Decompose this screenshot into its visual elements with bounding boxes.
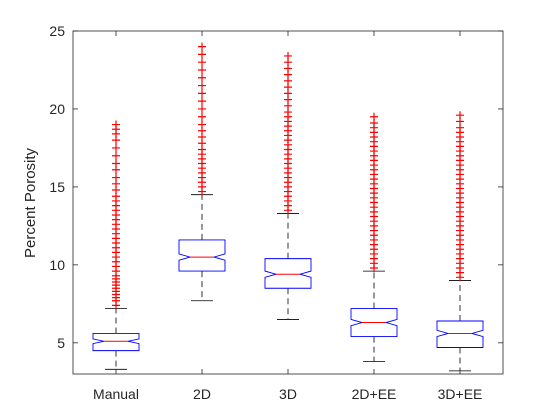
notched-box bbox=[436, 320, 484, 348]
y-axis-label: Percent Porosity bbox=[22, 147, 39, 258]
outlier-marker bbox=[198, 112, 206, 121]
box-group-2d bbox=[178, 42, 226, 302]
x-tick-label: Manual bbox=[93, 386, 139, 402]
x-tick-label: 2D+EE bbox=[352, 386, 397, 402]
axes: Manual 2D 3D 2D+EE 3D+EE 5 10 15 20 25 bbox=[49, 23, 504, 402]
box-group-2d-ee bbox=[350, 112, 398, 362]
outlier-marker bbox=[112, 173, 120, 182]
outlier-marker bbox=[198, 42, 206, 51]
y-tick-label: 5 bbox=[57, 335, 65, 351]
outlier-marker bbox=[456, 111, 464, 120]
outlier-marker bbox=[284, 51, 292, 60]
outlier-marker bbox=[198, 97, 206, 106]
x-tick-label: 3D+EE bbox=[438, 386, 483, 402]
outlier-marker bbox=[198, 89, 206, 98]
notched-box bbox=[178, 239, 226, 272]
box-group-manual bbox=[92, 120, 140, 370]
y-tick-label: 15 bbox=[49, 179, 65, 195]
notched-box bbox=[350, 308, 398, 338]
box-group-3d-ee bbox=[436, 111, 484, 372]
outlier-marker bbox=[112, 120, 120, 129]
outlier-marker bbox=[198, 50, 206, 59]
axes-frame bbox=[72, 30, 504, 375]
x-tick-label: 3D bbox=[279, 386, 297, 402]
notched-box bbox=[264, 258, 312, 289]
outlier-marker bbox=[370, 112, 378, 121]
outlier-marker bbox=[112, 143, 120, 152]
outlier-marker bbox=[198, 65, 206, 74]
outlier-marker bbox=[112, 151, 120, 160]
y-tick-label: 25 bbox=[49, 23, 65, 39]
notched-box bbox=[92, 333, 140, 352]
y-tick-label: 20 bbox=[49, 101, 65, 117]
outlier-marker bbox=[198, 120, 206, 129]
outlier-marker bbox=[198, 81, 206, 90]
plot-area bbox=[92, 42, 484, 372]
outlier-marker bbox=[198, 73, 206, 82]
outlier-marker bbox=[198, 58, 206, 67]
outlier-marker bbox=[112, 159, 120, 168]
outlier-marker bbox=[198, 104, 206, 113]
y-tick-label: 10 bbox=[49, 257, 65, 273]
box-group-3d bbox=[264, 51, 312, 320]
x-tick-label: 2D bbox=[193, 386, 211, 402]
